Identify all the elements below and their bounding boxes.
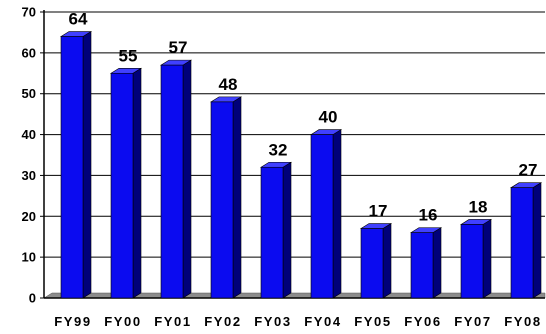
value-label-fy07: 18 <box>469 197 488 216</box>
bar-front <box>60 36 84 299</box>
y-tick-label: 70 <box>22 5 36 20</box>
bar-side <box>182 59 192 299</box>
bar-fy01 <box>159 59 193 299</box>
x-tick-label: FY03 <box>254 314 291 329</box>
bar-fy04 <box>309 129 343 299</box>
value-label-fy05: 17 <box>369 202 388 221</box>
bar-fy99 <box>59 30 93 299</box>
bar-side <box>382 223 392 299</box>
value-label-fy06: 16 <box>419 206 438 225</box>
y-tick-label: 60 <box>22 45 36 60</box>
x-tick-label: FY99 <box>54 314 91 329</box>
y-tick-label: 20 <box>22 209 36 224</box>
y-tick-label: 0 <box>29 291 36 306</box>
bar-side <box>482 218 492 299</box>
y-tick-label: 10 <box>22 250 36 265</box>
y-tick-labels: 0 10 20 30 40 50 60 70 <box>22 5 44 306</box>
bar-front <box>510 187 534 299</box>
x-tick-label: FY07 <box>454 314 491 329</box>
bar-front <box>160 64 184 299</box>
value-label-fy04: 40 <box>319 108 338 127</box>
bar-side <box>232 96 242 299</box>
y-tick-label: 40 <box>22 127 36 142</box>
bar-front <box>210 101 234 299</box>
x-tick-label: FY06 <box>404 314 441 329</box>
bar-fy07 <box>459 218 493 299</box>
bar-side <box>432 227 442 299</box>
bar-fy03 <box>259 161 293 299</box>
bar-side <box>332 129 342 299</box>
bar-fy08 <box>509 182 543 299</box>
x-tick-label: FY01 <box>154 314 191 329</box>
bar-side <box>82 30 92 299</box>
value-labels: 64 55 57 48 32 40 17 16 18 27 <box>69 10 538 225</box>
y-tick-label: 50 <box>22 86 36 101</box>
x-tick-label: FY02 <box>204 314 241 329</box>
bar-front <box>110 72 134 299</box>
x-tick-label: FY00 <box>104 314 141 329</box>
y-tick-label: 30 <box>22 168 36 183</box>
value-label-fy03: 32 <box>269 140 288 159</box>
bar-front <box>460 224 484 299</box>
x-tick-label: FY04 <box>304 314 341 329</box>
bar-front <box>310 134 334 299</box>
bar-side <box>132 67 142 299</box>
value-label-fy01: 57 <box>169 38 188 57</box>
value-label-fy02: 48 <box>219 75 238 94</box>
bar-front <box>410 232 434 299</box>
bar-fy06 <box>409 227 443 299</box>
bars <box>59 30 543 299</box>
x-tick-labels: FY99 FY00 FY01 FY02 FY03 FY04 FY05 FY06 FY07 FY08 <box>54 314 541 329</box>
bar-fy02 <box>209 96 243 299</box>
x-tick-label: FY08 <box>504 314 541 329</box>
bar-side <box>282 161 292 299</box>
value-label-fy08: 27 <box>519 161 538 180</box>
bar-fy05 <box>359 223 393 299</box>
x-tick-label: FY05 <box>354 314 391 329</box>
bar-fy00 <box>109 67 143 299</box>
bar-side <box>532 182 542 299</box>
bar-front <box>360 228 384 299</box>
value-label-fy00: 55 <box>119 46 138 65</box>
bar-front <box>260 166 284 299</box>
value-label-fy99: 64 <box>69 10 88 29</box>
